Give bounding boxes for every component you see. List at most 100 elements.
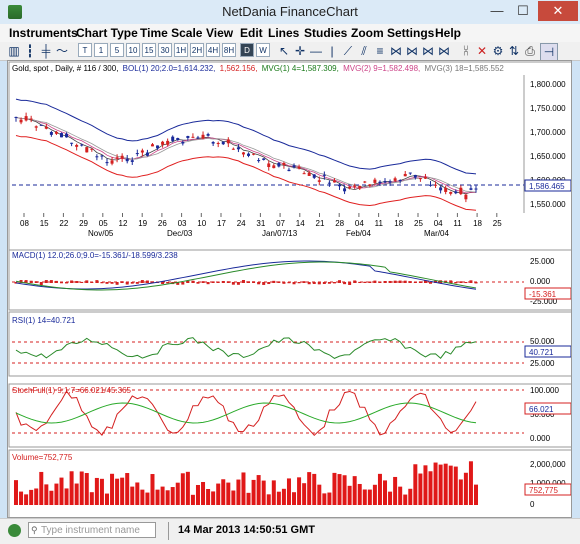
menu-settings[interactable]: Settings bbox=[387, 26, 435, 40]
minimize-button[interactable]: — bbox=[490, 3, 504, 18]
volume-bar bbox=[413, 464, 418, 505]
fibonacci-icon[interactable]: ≡ bbox=[376, 44, 384, 58]
menu-instruments[interactable]: Instruments bbox=[9, 26, 78, 40]
timescale-1m-button[interactable]: 1 bbox=[94, 43, 108, 57]
timescale-weekly-button[interactable]: W bbox=[256, 43, 270, 57]
macd-histogram-bar bbox=[474, 282, 478, 284]
macd-histogram-bar bbox=[181, 282, 185, 285]
trend-line-icon[interactable]: ⟋ bbox=[343, 44, 353, 58]
timescale-5m-button[interactable]: 5 bbox=[110, 43, 124, 57]
volume-bar bbox=[170, 487, 175, 505]
volume-bar bbox=[438, 464, 443, 505]
candle-body bbox=[171, 136, 175, 141]
price-axis-label: 1,550.000 bbox=[530, 200, 566, 209]
date-tick-label: 22 bbox=[59, 219, 68, 228]
volume-bar bbox=[347, 485, 352, 505]
macd-histogram-bar bbox=[105, 282, 109, 284]
properties-icon[interactable]: ⚙ bbox=[492, 44, 504, 58]
macd-histogram-bar bbox=[90, 281, 94, 283]
chart-area[interactable]: Gold, spot , Daily, # 116 / 300, BOL(1) … bbox=[7, 60, 572, 518]
candle-body bbox=[226, 139, 230, 144]
volume-bar bbox=[362, 489, 367, 505]
crosshair-icon[interactable]: ✛ bbox=[294, 44, 306, 58]
candle-body bbox=[368, 184, 372, 186]
volume-bar bbox=[266, 494, 271, 505]
volume-bar bbox=[367, 489, 372, 505]
timescale-tick-button[interactable]: T bbox=[78, 43, 92, 57]
macd-histogram-bar bbox=[464, 282, 468, 284]
maximize-button[interactable]: ☐ bbox=[517, 3, 529, 18]
menu-time-scale[interactable]: Time Scale bbox=[140, 26, 203, 40]
volume-bar bbox=[69, 471, 74, 505]
candle-body bbox=[14, 116, 18, 118]
vertical-line-icon[interactable]: | bbox=[330, 44, 334, 58]
menu-studies[interactable]: Studies bbox=[304, 26, 348, 40]
ohlc-chart-icon[interactable]: ╪ bbox=[41, 44, 51, 58]
macd-histogram-bar bbox=[312, 282, 316, 285]
arrange-icon[interactable]: ⇅ bbox=[508, 44, 520, 58]
line-chart-icon[interactable]: 〜 bbox=[55, 44, 68, 58]
timescale-15m-button[interactable]: 15 bbox=[142, 43, 156, 57]
date-tick-label: 03 bbox=[178, 219, 187, 228]
timescale-1h-button[interactable]: 1H bbox=[174, 43, 188, 57]
volume-bar bbox=[292, 492, 297, 505]
delete-icon[interactable]: ✕ bbox=[476, 44, 488, 58]
date-tick-label: 10 bbox=[197, 219, 206, 228]
macd-histogram-bar bbox=[135, 282, 139, 284]
menu-zoom[interactable]: Zoom bbox=[351, 26, 384, 40]
macd-histogram-bar bbox=[383, 281, 387, 283]
date-tick-label: 19 bbox=[138, 219, 147, 228]
instrument-search-input[interactable] bbox=[28, 522, 156, 538]
chart-canvas: Gold, spot , Daily, # 116 / 300, BOL(1) … bbox=[8, 61, 571, 517]
draw-tool-a-icon[interactable]: ⋈ bbox=[390, 44, 402, 58]
macd-histogram-bar bbox=[358, 281, 362, 283]
candle-chart-icon[interactable]: ┇ bbox=[26, 44, 34, 58]
bar-chart-icon[interactable]: ▥ bbox=[8, 44, 20, 58]
macd-histogram-bar bbox=[120, 281, 124, 283]
candle-body bbox=[403, 173, 407, 177]
candle-body bbox=[130, 160, 134, 162]
channel-icon[interactable]: ⫽ bbox=[361, 44, 367, 58]
pointer-icon[interactable]: ↖ bbox=[278, 44, 290, 58]
menu-help[interactable]: Help bbox=[435, 26, 462, 40]
macd-histogram-bar bbox=[49, 280, 53, 283]
candle-body bbox=[373, 179, 377, 183]
stoch-label: StochFull(1) 9;1;7=66.021/45.365 bbox=[12, 386, 132, 395]
connection-status-icon bbox=[8, 524, 21, 537]
volume-bar bbox=[474, 484, 478, 505]
macd-histogram-bar bbox=[348, 282, 352, 285]
print-icon[interactable]: ⎙ bbox=[525, 44, 535, 58]
volume-bar bbox=[458, 479, 463, 505]
volume-bar bbox=[393, 476, 398, 505]
draw-tool-d-icon[interactable]: ⋈ bbox=[438, 44, 450, 58]
candle-body bbox=[54, 131, 58, 134]
candle-body bbox=[272, 165, 276, 169]
draw-tool-c-icon[interactable]: ⋈ bbox=[422, 44, 434, 58]
menu-chart-type[interactable]: Chart Type bbox=[76, 26, 138, 40]
menu-edit[interactable]: Edit bbox=[240, 26, 263, 40]
pin-icon[interactable]: ⊣ bbox=[540, 43, 558, 61]
macd-histogram-bar bbox=[408, 281, 412, 283]
draw-tool-b-icon[interactable]: ⋈ bbox=[406, 44, 418, 58]
candle-body bbox=[262, 158, 266, 160]
search-icon: ⚲ bbox=[31, 525, 38, 535]
menu-view[interactable]: View bbox=[206, 26, 234, 40]
magnet-icon[interactable]: ⩆ bbox=[463, 44, 469, 58]
horizontal-line-icon[interactable]: — bbox=[310, 44, 322, 58]
volume-bar bbox=[160, 486, 165, 505]
candle-body bbox=[65, 133, 69, 138]
candle-body bbox=[267, 163, 271, 168]
menu-lines[interactable]: Lines bbox=[268, 26, 300, 40]
timescale-10m-button[interactable]: 10 bbox=[126, 43, 140, 57]
timescale-4h-button[interactable]: 4H bbox=[206, 43, 220, 57]
date-tick-label: 17 bbox=[217, 219, 226, 228]
timescale-2h-button[interactable]: 2H bbox=[190, 43, 204, 57]
status-timestamp: 14 Mar 2013 14:50:51 GMT bbox=[178, 524, 315, 536]
macd-histogram-bar bbox=[454, 282, 458, 284]
close-button[interactable]: ✕ bbox=[538, 1, 578, 21]
candle-body bbox=[156, 145, 160, 149]
timescale-8h-button[interactable]: 8H bbox=[222, 43, 236, 57]
candle-body bbox=[393, 178, 397, 181]
timescale-30m-button[interactable]: 30 bbox=[158, 43, 172, 57]
timescale-daily-button[interactable]: D bbox=[240, 43, 254, 57]
